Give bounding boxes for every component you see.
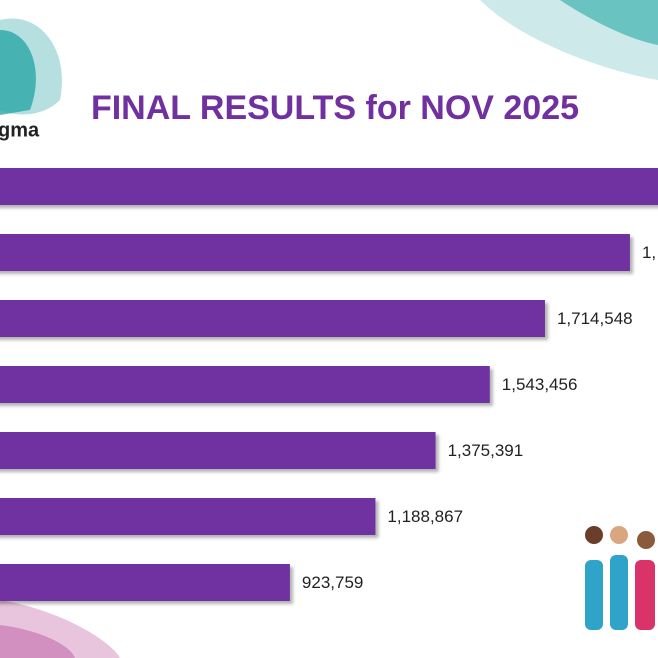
bar — [0, 366, 490, 403]
value-label: 923,759 — [302, 573, 363, 592]
value-label: 1,188,867 — [387, 507, 463, 526]
value-label: 1, — [642, 243, 656, 262]
value-label: 1,714,548 — [557, 309, 633, 328]
bar — [0, 234, 630, 271]
nurses-illustration — [585, 526, 655, 630]
bar — [0, 498, 376, 535]
bar — [0, 300, 545, 337]
chart-title: FINAL RESULTS for NOV 2025 — [91, 89, 579, 127]
logo-text: gma — [0, 119, 40, 141]
bar — [0, 432, 436, 469]
value-label: 1,375,391 — [448, 441, 524, 460]
value-label: 1,543,456 — [502, 375, 578, 394]
bar — [0, 564, 290, 601]
bar — [0, 168, 658, 205]
